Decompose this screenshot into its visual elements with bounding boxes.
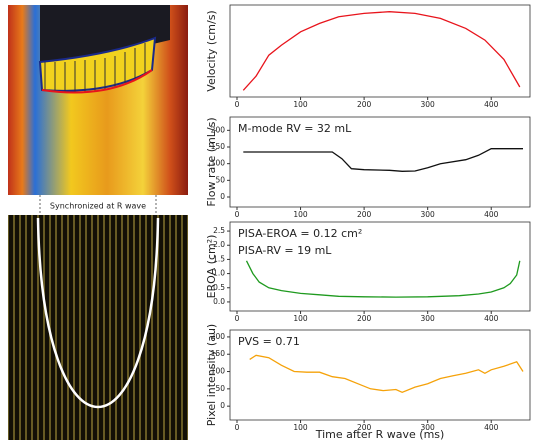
data-line: [243, 148, 523, 172]
x-tick-label: 100: [293, 314, 308, 323]
y-axis-label: Flow rate (mL/s): [205, 117, 218, 206]
annotation: PISA-EROA = 0.12 cm²: [238, 227, 362, 240]
y-tick-label: 50: [215, 384, 225, 393]
plot-frame: [229, 329, 531, 421]
y-tick-label: 0.5: [213, 283, 225, 292]
y-tick-label: 0.0: [213, 297, 225, 306]
y-tick-label: 200: [211, 332, 226, 341]
x-tick-label: 0: [235, 210, 240, 219]
x-tick-label: 300: [421, 314, 436, 323]
x-tick-label: 0: [235, 314, 240, 323]
y-axis-label: EROA (cm²): [205, 235, 218, 299]
data-line: [242, 11, 521, 91]
y-tick-label: 150: [211, 349, 226, 358]
x-axis-label: Time after R wave (ms): [315, 428, 445, 441]
plot-frame: [229, 4, 531, 98]
plot-frame: [229, 221, 531, 312]
image-caption: Synchronized at R wave: [50, 202, 146, 211]
x-tick-label: 0: [235, 423, 240, 432]
x-tick-label: 0: [235, 100, 240, 109]
y-tick-label: 2.0: [213, 240, 225, 249]
annotation: M-mode RV = 32 mL: [238, 122, 352, 135]
y-tick-label: 100: [211, 367, 226, 376]
x-tick-label: 200: [357, 423, 372, 432]
color-doppler-image: [8, 5, 188, 195]
y-tick-label: 150: [211, 142, 226, 151]
sync-connector: Synchronized at R wave: [39, 195, 157, 215]
m-mode-image: [8, 215, 188, 440]
x-tick-label: 100: [293, 100, 308, 109]
x-tick-label: 400: [484, 423, 499, 432]
y-tick-label: 200: [211, 125, 226, 134]
y-tick-label: 0: [220, 192, 225, 201]
x-tick-label: 300: [421, 100, 436, 109]
x-tick-label: 400: [484, 100, 499, 109]
x-tick-label: 200: [357, 210, 372, 219]
x-tick-label: 400: [484, 210, 499, 219]
y-tick-label: 2.5: [213, 226, 225, 235]
x-tick-label: 300: [421, 423, 436, 432]
x-tick-label: 200: [357, 100, 372, 109]
data-line: [249, 354, 524, 394]
data-line: [245, 260, 521, 298]
x-tick-label: 200: [357, 314, 372, 323]
y-tick-label: 0: [220, 401, 225, 410]
y-tick-label: 1.5: [213, 254, 225, 263]
x-tick-label: 100: [293, 210, 308, 219]
annotation: PISA-RV = 19 mL: [238, 244, 332, 257]
y-tick-label: 100: [211, 159, 226, 168]
x-tick-label: 100: [293, 423, 308, 432]
y-axis-label: Velocity (cm/s): [205, 10, 218, 91]
y-tick-label: 50: [215, 175, 225, 184]
annotation: PVS = 0.71: [238, 335, 300, 348]
plot-frame: [229, 116, 531, 208]
y-axis-label: Pixel intensity (au): [205, 324, 218, 426]
x-tick-label: 400: [484, 314, 499, 323]
x-tick-label: 300: [421, 210, 436, 219]
y-tick-label: 1.0: [213, 269, 225, 278]
